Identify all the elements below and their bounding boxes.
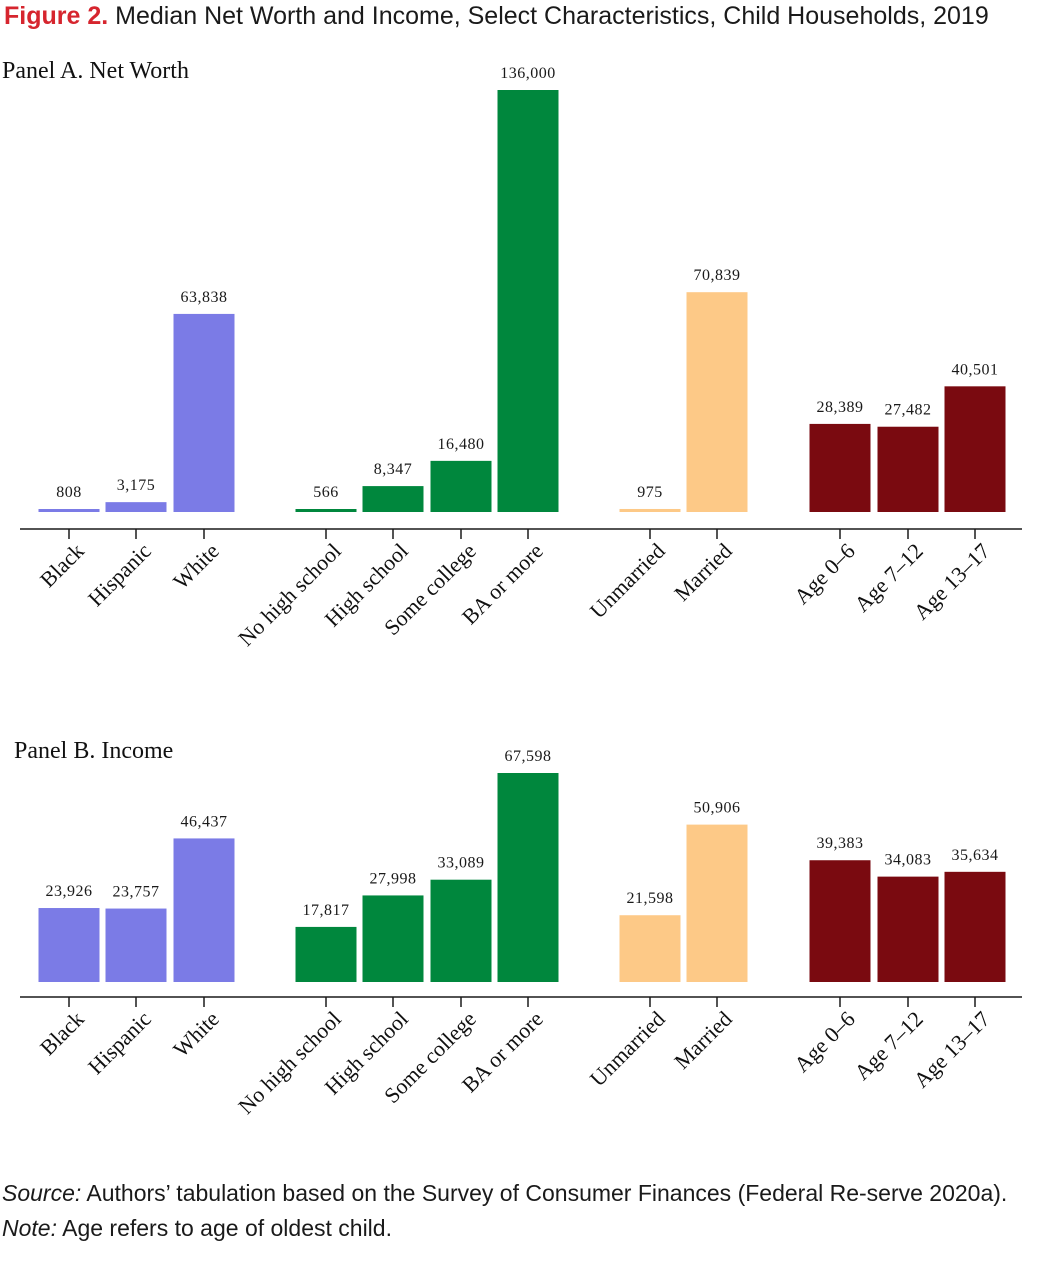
figure-footer: Source: Authors’ tabulation based on the… <box>2 1176 1042 1246</box>
x-tick-label-net-worth-married: Married <box>669 538 737 606</box>
bar-net-worth-hispanic <box>105 502 167 512</box>
bar-net-worth-married <box>686 292 748 512</box>
bar-income-high-school <box>362 895 424 982</box>
source-text: Authors’ tabulation based on the Survey … <box>81 1180 1008 1206</box>
source-label: Source: <box>2 1180 82 1206</box>
x-tick-label-income-no-high-school: No high school <box>233 1006 346 1119</box>
value-label-income-age-0-6: 39,383 <box>817 835 864 852</box>
value-label-net-worth-married: 70,839 <box>694 267 741 284</box>
value-label-net-worth-ba-or-more: 136,000 <box>500 65 556 82</box>
figure-title: Figure 2. Median Net Worth and Income, S… <box>4 2 989 31</box>
x-tick-label-income-white: White <box>168 1006 224 1062</box>
bar-net-worth-age-0-6 <box>809 423 871 512</box>
value-label-income-ba-or-more: 67,598 <box>505 748 552 765</box>
bar-net-worth-white <box>173 313 235 512</box>
bar-income-no-high-school <box>295 926 357 982</box>
figure-title-text: Median Net Worth and Income, Select Char… <box>115 2 989 30</box>
note-label: Note: <box>2 1215 57 1241</box>
bar-net-worth-unmarried <box>619 508 681 512</box>
panel-income: Panel B. Income 23,926 23,757 46,437 17,817 2… <box>14 738 1022 1119</box>
bar-net-worth-ba-or-more <box>497 90 559 512</box>
age-note: Note: Age refers to age of oldest child. <box>2 1211 1042 1246</box>
bar-income-age-13-17 <box>944 871 1006 982</box>
panel-title-net-worth: Panel A. Net Worth <box>2 58 189 84</box>
bar-net-worth-black <box>38 509 100 512</box>
x-tick-label-income-unmarried: Unmarried <box>585 1006 670 1091</box>
value-label-net-worth-age-7-12: 27,482 <box>885 402 932 419</box>
bar-income-unmarried <box>619 915 681 982</box>
value-label-net-worth-black: 808 <box>56 484 82 501</box>
bar-income-hispanic <box>105 908 167 982</box>
bar-income-ba-or-more <box>497 773 559 982</box>
panel-net-worth: Panel A. Net Worth 808 3,175 63,838 566 8,347… <box>2 58 1022 651</box>
value-label-income-unmarried: 21,598 <box>627 890 674 907</box>
bar-income-age-0-6 <box>809 860 871 982</box>
bar-charts: Panel A. Net Worth 808 3,175 63,838 566 8,347… <box>2 58 1022 1119</box>
x-tick-label-income-married: Married <box>669 1006 737 1074</box>
bar-income-married <box>686 824 748 982</box>
value-label-net-worth-some-college: 16,480 <box>438 436 485 453</box>
source-note: Source: Authors’ tabulation based on the… <box>2 1176 1042 1211</box>
x-tick-label-net-worth-black: Black <box>35 538 89 592</box>
value-label-net-worth-high-school: 8,347 <box>374 461 413 478</box>
value-label-income-white: 46,437 <box>181 813 228 830</box>
bar-net-worth-age-7-12 <box>877 426 939 512</box>
x-tick-label-net-worth-unmarried: Unmarried <box>585 538 670 623</box>
value-label-income-black: 23,926 <box>46 883 93 900</box>
x-tick-label-net-worth-no-high-school: No high school <box>233 538 346 651</box>
value-label-income-no-high-school: 17,817 <box>303 902 350 919</box>
x-tick-label-income-hispanic: Hispanic <box>83 1006 156 1079</box>
value-label-income-age-7-12: 34,083 <box>885 852 932 869</box>
value-label-net-worth-no-high-school: 566 <box>313 484 339 501</box>
value-label-net-worth-hispanic: 3,175 <box>117 477 156 494</box>
x-tick-label-income-black: Black <box>35 1006 89 1060</box>
note-text: Age refers to age of oldest child. <box>56 1215 392 1241</box>
value-label-net-worth-unmarried: 975 <box>637 484 663 501</box>
bar-net-worth-some-college <box>430 460 492 512</box>
value-label-income-hispanic: 23,757 <box>113 884 160 901</box>
bar-net-worth-high-school <box>362 486 424 512</box>
panel-title-income: Panel B. Income <box>14 738 173 764</box>
figure-label: Figure 2. <box>4 2 109 30</box>
value-label-net-worth-age-13-17: 40,501 <box>952 361 999 378</box>
bar-net-worth-no-high-school <box>295 509 357 512</box>
x-tick-label-net-worth-white: White <box>168 538 224 594</box>
value-label-income-age-13-17: 35,634 <box>952 847 999 864</box>
value-label-income-some-college: 33,089 <box>438 855 485 872</box>
value-label-income-high-school: 27,998 <box>370 870 417 887</box>
value-label-net-worth-age-0-6: 28,389 <box>817 399 864 416</box>
x-tick-label-net-worth-hispanic: Hispanic <box>83 538 156 611</box>
bar-income-some-college <box>430 879 492 982</box>
value-label-net-worth-white: 63,838 <box>181 289 228 306</box>
bar-income-white <box>173 838 235 982</box>
bar-income-age-7-12 <box>877 876 939 982</box>
bar-net-worth-age-13-17 <box>944 386 1006 512</box>
value-label-income-married: 50,906 <box>694 800 741 817</box>
bar-income-black <box>38 908 100 982</box>
